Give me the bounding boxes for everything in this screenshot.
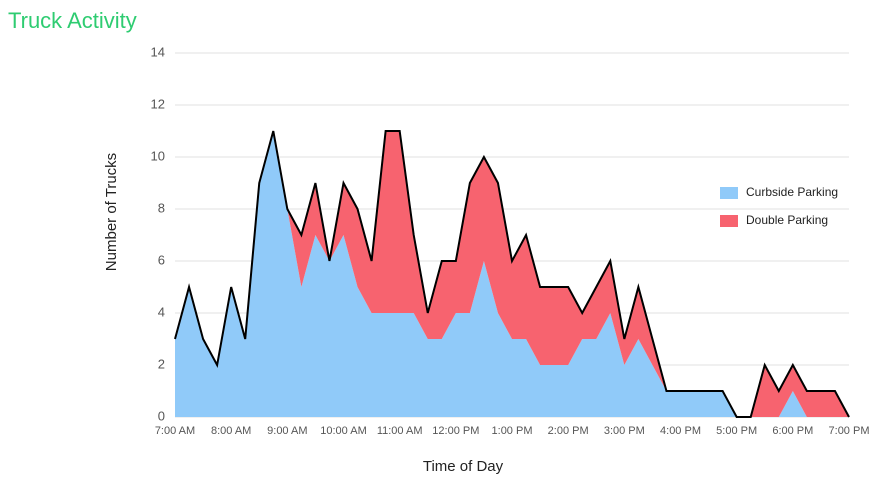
x-tick-label: 2:00 PM [548, 425, 589, 437]
y-tick-label: 4 [158, 304, 165, 319]
x-tick-label: 7:00 PM [829, 425, 870, 437]
x-tick-label: 12:00 PM [432, 425, 479, 437]
y-tick-label: 8 [158, 200, 165, 215]
chart-title: Truck Activity [8, 8, 137, 33]
y-tick-label: 12 [151, 96, 165, 111]
y-tick-label: 0 [158, 408, 165, 423]
y-tick-label: 14 [151, 44, 165, 59]
legend-swatch [720, 215, 738, 227]
x-tick-label: 9:00 AM [267, 425, 307, 437]
legend-label: Double Parking [746, 213, 828, 227]
y-axis-label: Number of Trucks [103, 153, 120, 271]
x-tick-label: 7:00 AM [155, 425, 195, 437]
legend-label: Curbside Parking [746, 185, 838, 199]
y-tick-label: 10 [151, 148, 165, 163]
y-tick-label: 2 [158, 356, 165, 371]
x-tick-label: 6:00 PM [772, 425, 813, 437]
area [175, 131, 849, 417]
x-tick-label: 8:00 AM [211, 425, 251, 437]
x-tick-label: 4:00 PM [660, 425, 701, 437]
x-tick-label: 1:00 PM [492, 425, 533, 437]
x-tick-label: 5:00 PM [716, 425, 757, 437]
y-tick-label: 6 [158, 252, 165, 267]
x-tick-label: 10:00 AM [320, 425, 366, 437]
x-tick-label: 3:00 PM [604, 425, 645, 437]
area [175, 131, 849, 417]
total-line [174, 130, 850, 418]
legend-swatch [720, 187, 738, 199]
x-tick-label: 11:00 AM [377, 425, 423, 437]
x-axis-label: Time of Day [423, 458, 504, 475]
